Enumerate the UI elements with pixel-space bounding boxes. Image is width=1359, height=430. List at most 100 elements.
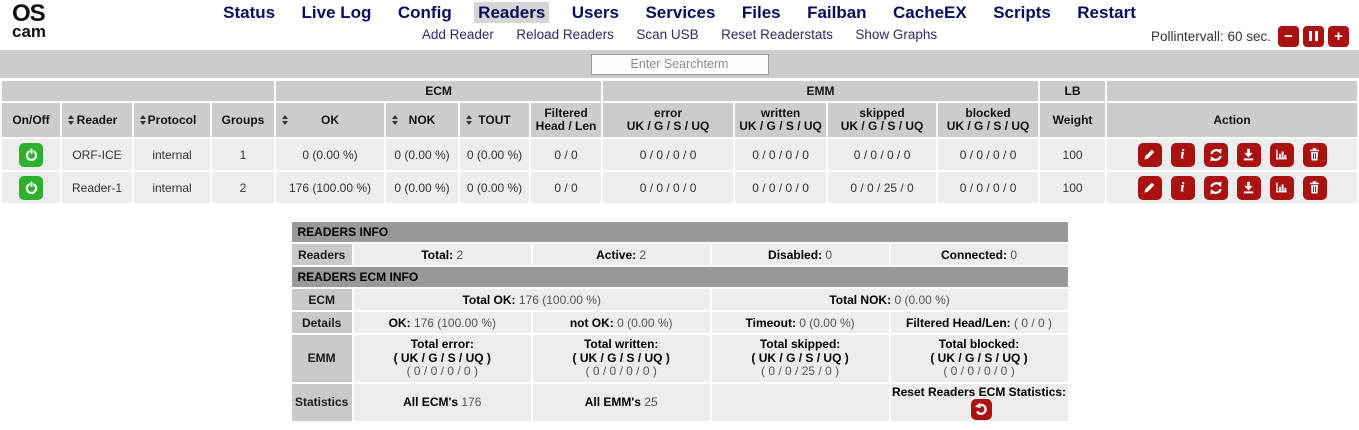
cell-emm-skipped: 0 / 0 / 25 / 0: [828, 172, 937, 203]
col-tout: TOUT: [460, 103, 529, 137]
readers-connected: Connected: 0: [890, 244, 1068, 265]
nav-failban[interactable]: Failban: [807, 3, 867, 22]
details-row: Details OK: 176 (100.00 %) not OK: 0 (0.…: [291, 312, 1068, 333]
search-input[interactable]: [590, 53, 769, 75]
plus-icon: +: [1334, 28, 1343, 45]
col-reader: Reader: [62, 103, 132, 137]
details-filtered: Filtered Head/Len: ( 0 / 0 ): [890, 312, 1068, 333]
cell-groups: 2: [212, 172, 274, 203]
poll-decrease-button[interactable]: −: [1278, 26, 1299, 47]
info-icon[interactable]: i: [1170, 175, 1195, 200]
cell-protocol: internal: [134, 139, 210, 170]
write-icon[interactable]: [1236, 142, 1261, 167]
nav-status[interactable]: Status: [223, 3, 276, 22]
logo-line1: OS: [12, 0, 46, 27]
power-icon[interactable]: [19, 142, 43, 167]
emm-row-label: EMM: [291, 335, 352, 382]
subnav-reload-readers[interactable]: Reload Readers: [516, 27, 614, 42]
stats-icon[interactable]: [1269, 142, 1294, 167]
readers-ecm-info-title: READERS ECM INFO: [291, 267, 1068, 287]
stats-all-emms: All EMM's 25: [532, 383, 710, 421]
readers-disabled: Disabled: 0: [711, 244, 889, 265]
cell-emm-skipped: 0 / 0 / 0 / 0: [828, 139, 937, 170]
subnav-reset-readerstats[interactable]: Reset Readerstats: [721, 27, 833, 42]
emm-total-blocked: Total blocked:( UK / G / S / UQ )( 0 / 0…: [890, 335, 1068, 382]
logo-line2: cam: [12, 22, 47, 41]
group-header-empty-right: [1107, 81, 1358, 101]
nav-readers[interactable]: Readers: [474, 2, 550, 23]
reader-row: ORF-ICE internal 1 0 (0.00 %) 0 (0.00 %)…: [2, 139, 1358, 170]
restart-icon[interactable]: [1203, 142, 1228, 167]
readers-summary-row: Readers Total: 2 Active: 2 Disabled: 0 C…: [291, 244, 1068, 265]
details-ok: OK: 176 (100.00 %): [353, 312, 531, 333]
col-weight: Weight: [1040, 103, 1106, 137]
sort-icon[interactable]: [282, 115, 288, 125]
write-icon[interactable]: [1236, 175, 1261, 200]
pause-icon: [1308, 29, 1319, 44]
header: OS cam Status Live Log Config Readers Us…: [0, 0, 1359, 47]
svg-text:i: i: [1180, 148, 1185, 162]
cell-ok: 176 (100.00 %): [276, 172, 384, 203]
poll-pause-button[interactable]: [1303, 26, 1324, 47]
stats-empty-cell: [711, 383, 889, 421]
nav-livelog[interactable]: Live Log: [301, 3, 372, 22]
edit-icon[interactable]: [1137, 142, 1162, 167]
emm-row: EMM Total error:( UK / G / S / UQ )( 0 /…: [291, 335, 1068, 382]
nav-files[interactable]: Files: [741, 3, 781, 22]
edit-icon[interactable]: [1137, 175, 1162, 200]
group-header-emm: EMM: [603, 81, 1039, 101]
sort-icon[interactable]: [392, 115, 398, 125]
poll-interval-label: Pollintervall: 60 sec.: [1150, 29, 1271, 44]
statistics-row: Statistics All ECM's 176 All EMM's 25 Re…: [291, 383, 1068, 421]
sort-icon[interactable]: [140, 115, 146, 125]
restart-icon[interactable]: [1203, 175, 1228, 200]
info-icon[interactable]: i: [1170, 142, 1195, 167]
subnav-scan-usb[interactable]: Scan USB: [636, 27, 699, 42]
search-bar: [0, 50, 1359, 78]
details-not-ok: not OK: 0 (0.00 %): [532, 312, 710, 333]
delete-icon[interactable]: [1302, 142, 1327, 167]
subnav-add-reader[interactable]: Add Reader: [421, 27, 494, 42]
poll-controls: Pollintervall: 60 sec. − +: [1151, 26, 1349, 47]
nav-scripts[interactable]: Scripts: [993, 3, 1051, 22]
main-nav: Status Live Log Config Readers Users Ser…: [0, 1, 1359, 23]
nav-cacheex[interactable]: CacheEX: [893, 3, 967, 22]
cell-nok: 0 (0.00 %): [386, 172, 458, 203]
cell-reader-name: Reader-1: [62, 172, 132, 203]
sort-icon[interactable]: [68, 115, 74, 125]
undo-icon[interactable]: [971, 398, 993, 420]
cell-emm-written: 0 / 0 / 0 / 0: [735, 139, 827, 170]
power-icon[interactable]: [19, 175, 43, 200]
nav-restart[interactable]: Restart: [1077, 3, 1136, 22]
col-emm-written: written UK / G / S / UQ: [735, 103, 827, 137]
readers-active: Active: 2: [532, 244, 710, 265]
sort-icon[interactable]: [466, 115, 472, 125]
emm-total-skipped: Total skipped:( UK / G / S / UQ )( 0 / 0…: [711, 335, 889, 382]
ecm-row: ECM Total OK: 176 (100.00 %) Total NOK: …: [291, 289, 1068, 310]
group-header-lb: LB: [1040, 81, 1106, 101]
group-header-empty-left: [2, 81, 274, 101]
emm-total-error: Total error:( UK / G / S / UQ )( 0 / 0 /…: [353, 335, 531, 382]
col-emm-blocked: blocked UK / G / S / UQ: [938, 103, 1039, 137]
reader-row: Reader-1 internal 2 176 (100.00 %) 0 (0.…: [2, 172, 1358, 203]
statistics-row-label: Statistics: [291, 383, 352, 421]
cell-reader-name: ORF-ICE: [62, 139, 132, 170]
nav-services[interactable]: Services: [645, 3, 716, 22]
ecm-total-nok: Total NOK: 0 (0.00 %): [711, 289, 1068, 310]
poll-increase-button[interactable]: +: [1328, 26, 1349, 47]
nav-config[interactable]: Config: [397, 3, 452, 22]
stats-icon[interactable]: [1269, 175, 1294, 200]
cell-groups: 1: [212, 139, 274, 170]
minus-icon: −: [1284, 28, 1293, 45]
table-group-header-row: ECM EMM LB: [2, 81, 1358, 101]
ecm-total-ok: Total OK: 176 (100.00 %): [353, 289, 710, 310]
readers-row-label: Readers: [291, 244, 352, 265]
subnav-show-graphs[interactable]: Show Graphs: [855, 27, 938, 42]
cell-emm-blocked: 0 / 0 / 0 / 0: [938, 139, 1039, 170]
emm-total-written: Total written:( UK / G / S / UQ )( 0 / 0…: [532, 335, 710, 382]
col-emm-skipped: skipped UK / G / S / UQ: [828, 103, 937, 137]
nav-users[interactable]: Users: [571, 3, 619, 22]
cell-nok: 0 (0.00 %): [386, 139, 458, 170]
col-emm-error: error UK / G / S / UQ: [603, 103, 734, 137]
delete-icon[interactable]: [1302, 175, 1327, 200]
